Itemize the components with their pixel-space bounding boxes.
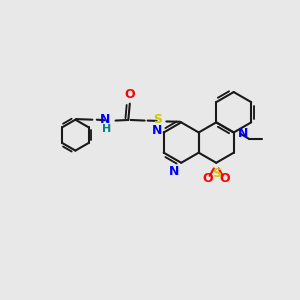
Text: O: O bbox=[220, 172, 230, 185]
Text: S: S bbox=[153, 113, 162, 127]
Text: S: S bbox=[212, 167, 221, 180]
Text: N: N bbox=[152, 124, 162, 137]
Text: N: N bbox=[169, 165, 180, 178]
Text: O: O bbox=[124, 88, 135, 101]
Text: O: O bbox=[202, 172, 213, 185]
Text: N: N bbox=[100, 113, 110, 126]
Text: H: H bbox=[102, 124, 111, 134]
Text: N: N bbox=[238, 128, 248, 140]
